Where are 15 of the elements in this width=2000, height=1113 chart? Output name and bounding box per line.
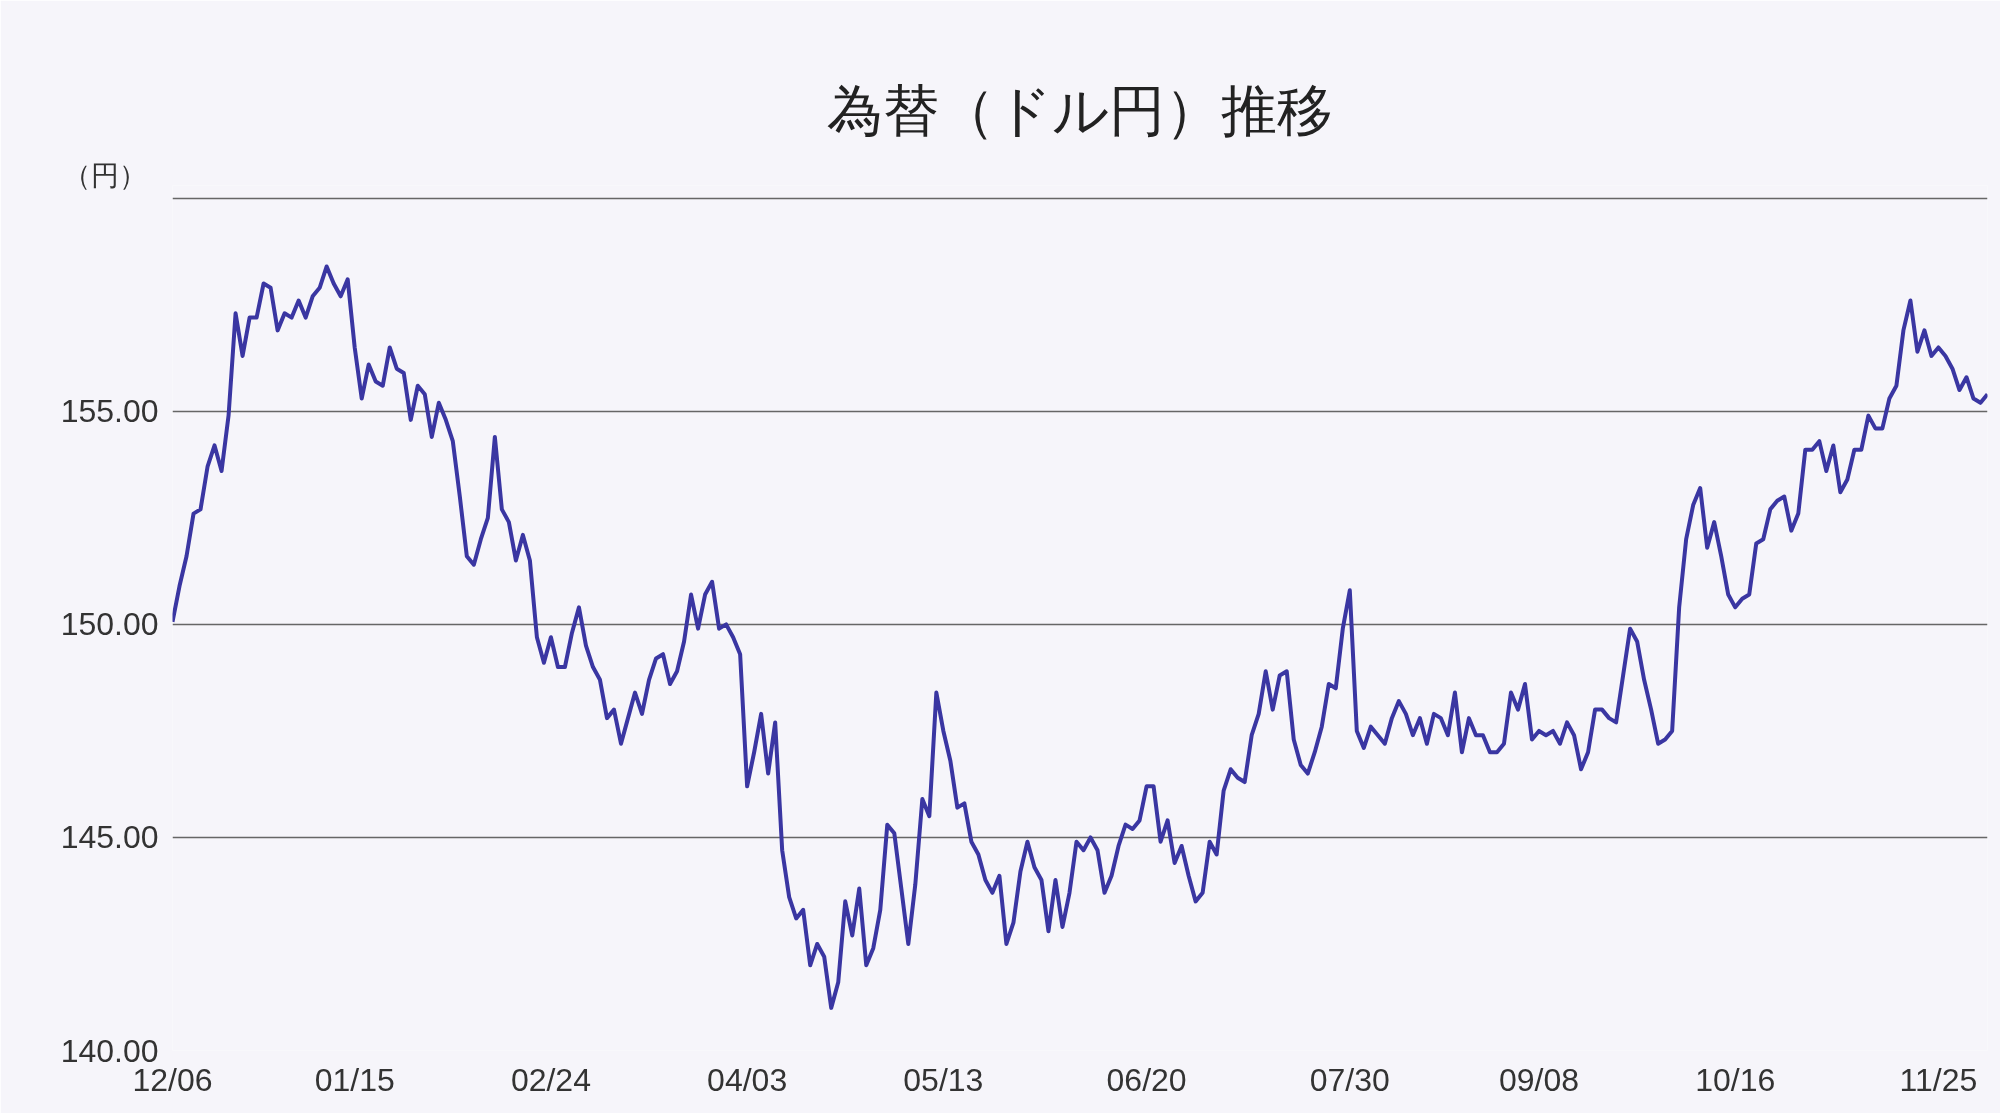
x-tick-label: 07/30 — [1309, 1061, 1390, 1098]
x-tick-label: 10/16 — [1695, 1061, 1776, 1098]
y-tick-label: 145.00 — [60, 819, 159, 856]
y-tick-label: 155.00 — [60, 393, 159, 430]
x-tick-label: 05/13 — [903, 1061, 984, 1098]
y-axis-title: （円） — [62, 158, 147, 192]
x-tick-label: 11/25 — [1899, 1061, 1978, 1098]
x-tick-label: 02/24 — [510, 1061, 591, 1098]
x-tick-label: 01/15 — [314, 1061, 395, 1098]
line-series — [172, 264, 1988, 1010]
x-tick-label: 09/08 — [1498, 1061, 1580, 1098]
y-tick-label: 150.00 — [60, 606, 159, 643]
x-tick-label: 04/03 — [707, 1061, 788, 1098]
chart-title: 為替（ドル円）推移 — [827, 77, 1333, 143]
x-tick-label: 06/20 — [1106, 1061, 1187, 1098]
